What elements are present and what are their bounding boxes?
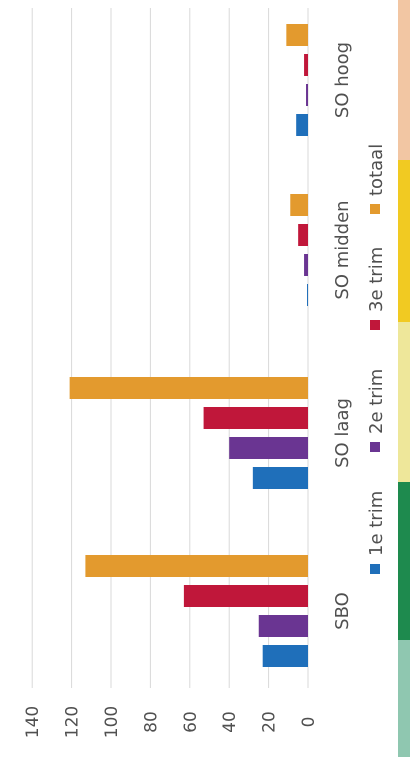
category-label: SO midden	[332, 200, 353, 299]
bar	[306, 84, 308, 106]
legend-label: totaal	[366, 144, 387, 196]
legend-label: 1e trim	[366, 491, 387, 556]
strip-segment	[398, 0, 410, 160]
tick-label: 20	[260, 711, 280, 733]
legend-swatch	[370, 442, 380, 452]
value-axis: 0 20 40 60 80 100 120 140	[23, 706, 319, 738]
tick-label: 140	[23, 706, 43, 738]
tick-label: 120	[63, 706, 83, 738]
bar	[229, 437, 308, 459]
tick-label: 60	[181, 711, 201, 733]
strip-segment	[398, 482, 410, 640]
bar	[298, 224, 308, 246]
category-label: SO hoog	[332, 42, 353, 118]
bar	[286, 24, 308, 46]
tick-label: 80	[141, 711, 161, 733]
strip-segment	[398, 640, 410, 757]
category-label: SO laag	[332, 398, 353, 468]
category-axis: SBO SO laag SO midden SO hoog	[332, 42, 353, 630]
tick-label: 40	[220, 711, 240, 733]
category-label: SBO	[332, 592, 353, 630]
strip-segment	[398, 322, 410, 482]
bars-group	[69, 24, 309, 667]
bar	[307, 284, 309, 306]
legend-swatch	[370, 564, 380, 574]
bar	[183, 585, 308, 607]
bar	[304, 254, 308, 276]
legend-swatch	[370, 320, 380, 330]
tick-label: 100	[102, 706, 122, 738]
bar	[290, 194, 308, 216]
legend-swatch	[370, 204, 380, 214]
bar	[304, 54, 308, 76]
strip-segment	[398, 160, 410, 322]
bar	[69, 377, 308, 399]
bar	[252, 467, 308, 489]
bar	[296, 114, 308, 136]
legend: 1e trim 2e trim 3e trim totaal	[366, 144, 387, 574]
bar	[85, 555, 308, 577]
bar	[262, 645, 308, 667]
color-strip	[398, 0, 410, 757]
bar	[203, 407, 308, 429]
bar	[258, 615, 308, 637]
gridlines	[31, 8, 309, 688]
legend-label: 2e trim	[366, 369, 387, 434]
legend-label: 3e trim	[366, 247, 387, 312]
tick-label: 0	[299, 717, 319, 728]
